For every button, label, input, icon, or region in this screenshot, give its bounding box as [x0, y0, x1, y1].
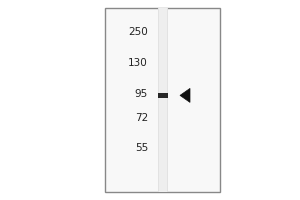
Bar: [158, 8, 168, 192]
Text: 250: 250: [128, 27, 148, 37]
Bar: [159, 8, 167, 192]
Bar: [158, 93, 168, 98]
Polygon shape: [180, 88, 190, 102]
Text: 95: 95: [135, 89, 148, 99]
Bar: [105, 8, 220, 192]
Text: 130: 130: [128, 58, 148, 68]
Text: 55: 55: [135, 143, 148, 153]
Text: 72: 72: [135, 113, 148, 123]
